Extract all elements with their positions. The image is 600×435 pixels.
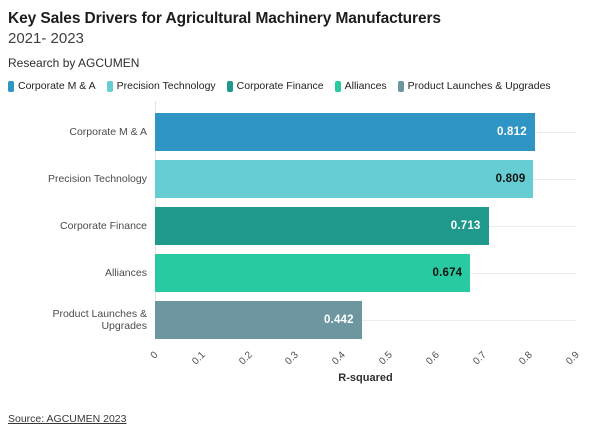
bar-track: 0.713 (155, 207, 576, 245)
bar-rows: Corporate M & A 0.812 Precision Technology… (8, 101, 592, 339)
x-axis-tick-label: 0.2 (236, 349, 255, 368)
bar-row: Corporate Finance 0.713 (8, 207, 592, 245)
chart-subtitle: 2021- 2023 (8, 30, 84, 47)
chart-title: Key Sales Drivers for Agricultural Machi… (8, 10, 441, 27)
bar-row: Corporate M & A 0.812 (8, 113, 592, 151)
x-axis-tick-label: 0.1 (190, 349, 208, 368)
x-axis-tick-label: 0.6 (423, 349, 442, 368)
x-axis: 0 0.1 0.2 0.3 0.4 0.5 0.6 0.7 0.8 0.9 (149, 339, 582, 368)
category-label: Alliances (104, 267, 147, 279)
x-axis-tick-label: 0.9 (564, 349, 582, 368)
legend-label: Alliances (344, 80, 387, 92)
chart-byline: Research by AGCUMEN (8, 56, 140, 70)
bar[interactable]: 0.812 (155, 113, 535, 151)
legend-swatch-icon (397, 80, 404, 92)
legend-swatch-icon (106, 80, 113, 92)
category-label: Precision Technology (47, 173, 147, 185)
category-gridline (155, 320, 576, 321)
bar-value-label: 0.812 (497, 126, 527, 138)
bar[interactable]: 0.674 (155, 254, 471, 292)
x-axis-tick-label: 0.3 (283, 349, 302, 368)
bar-track: 0.442 (155, 301, 576, 339)
bar-row: Product Launches & Upgrades 0.442 (8, 301, 592, 339)
source-link[interactable]: Source: AGCUMEN 2023 (8, 413, 127, 425)
bar-track: 0.812 (155, 113, 576, 151)
legend-swatch-icon (334, 80, 341, 92)
category-label: Corporate M & A (69, 126, 147, 138)
legend-item: Precision Technology (106, 80, 216, 92)
legend: Corporate M & A Precision Technology Corpo… (8, 80, 592, 92)
bar-value-label: 0.809 (495, 173, 526, 185)
bar-row: Precision Technology 0.809 (8, 160, 592, 198)
legend-item: Alliances (334, 80, 387, 92)
legend-label: Precision Technology (116, 80, 216, 92)
category-label: Corporate Finance (60, 220, 147, 232)
category-label: Product Launches & Upgrades (52, 308, 147, 332)
x-axis-title: R-squared (338, 372, 393, 384)
legend-label: Corporate M & A (18, 80, 96, 92)
x-axis-tick-label: 0.7 (470, 349, 489, 368)
bar-track: 0.809 (155, 160, 576, 198)
bar[interactable]: 0.809 (155, 160, 534, 198)
x-axis-tick-label: 0 (149, 349, 161, 362)
legend-label: Product Launches & Upgrades (407, 80, 551, 92)
x-axis-tick-label: 0.8 (517, 349, 536, 368)
legend-item: Corporate M & A (8, 80, 96, 92)
bar[interactable]: 0.442 (155, 301, 362, 339)
bar-value-label: 0.442 (323, 314, 354, 326)
legend-label: Corporate Finance (236, 80, 324, 92)
legend-item: Product Launches & Upgrades (397, 80, 551, 92)
legend-swatch-icon (226, 80, 233, 92)
bar[interactable]: 0.713 (155, 207, 489, 245)
x-axis-tick-label: 0.5 (377, 349, 395, 368)
bar-track: 0.674 (155, 254, 576, 292)
plot-area: Corporate M & A 0.812 Precision Technology… (8, 101, 592, 384)
bar-row: Alliances 0.674 (8, 254, 592, 292)
bar-value-label: 0.674 (432, 267, 463, 279)
legend-item: Corporate Finance (226, 80, 324, 92)
bar-value-label: 0.713 (450, 220, 481, 232)
legend-swatch-icon (8, 80, 14, 92)
x-axis-tick-label: 0.4 (330, 349, 348, 368)
